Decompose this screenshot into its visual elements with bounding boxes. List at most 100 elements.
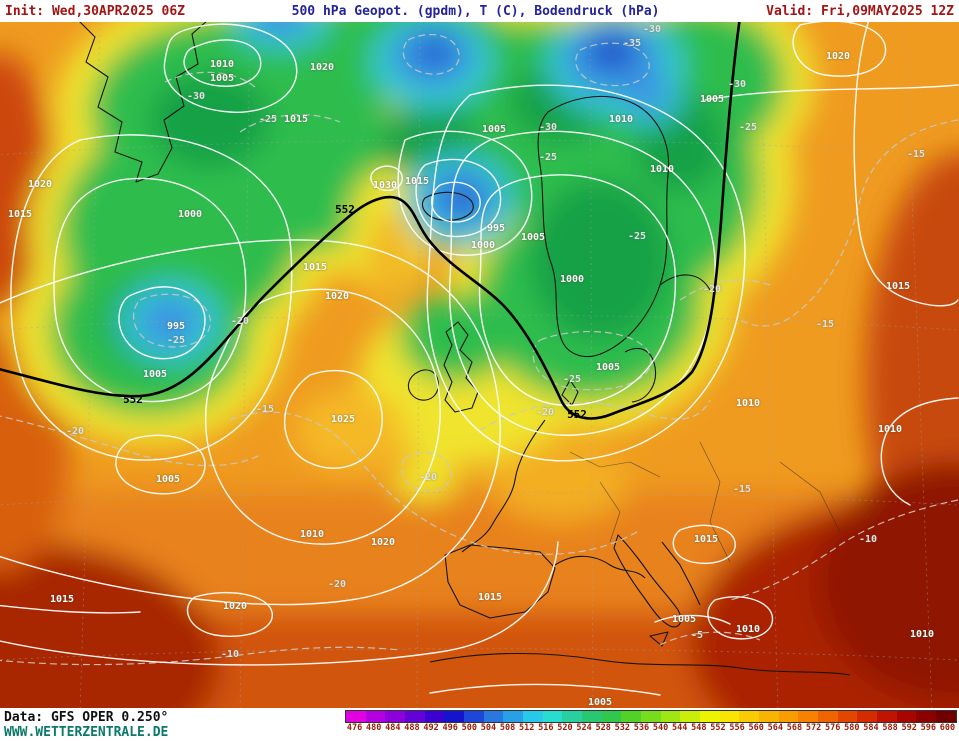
colorbar-segment — [857, 711, 878, 722]
temperature-label: -20 — [535, 407, 555, 418]
pressure-label: 1015 — [477, 592, 503, 603]
weather-map-canvas — [0, 22, 959, 708]
colorbar-tick: 580 — [844, 723, 860, 733]
pressure-label: 1015 — [404, 176, 430, 187]
colorbar-tick: 600 — [939, 723, 956, 733]
colorbar-tick: 508 — [499, 723, 516, 733]
colorbar-tick: 520 — [557, 723, 573, 733]
colorbar-segment — [621, 711, 642, 722]
pressure-label: 1010 — [909, 629, 935, 640]
temperature-label: -25 — [738, 122, 758, 133]
temperature-label: -20 — [702, 284, 722, 295]
temperature-label: -25 — [538, 152, 558, 163]
source-block: Data: GFS OPER 0.250° WWW.WETTERZENTRALE… — [4, 710, 955, 740]
pressure-label: 1020 — [309, 62, 335, 73]
colorbar-tick: 560 — [748, 723, 764, 733]
pressure-label: 1010 — [735, 398, 761, 409]
pressure-label: 1010 — [735, 624, 761, 635]
temperature-label: -20 — [65, 426, 85, 437]
colorbar-segment — [405, 711, 425, 722]
colorbar-segment — [601, 711, 622, 722]
website-label: WWW.WETTERZENTRALE.DE — [4, 725, 169, 740]
pressure-label: 1015 — [283, 114, 309, 125]
colorbar-tick: 552 — [710, 723, 726, 733]
geopotential-label: 552 — [567, 408, 587, 421]
temperature-label: -20 — [230, 316, 250, 327]
temperature-label: -15 — [815, 319, 835, 330]
pressure-label: 1000 — [177, 209, 203, 220]
colorbar-tick: 496 — [442, 723, 458, 733]
pressure-label: 1000 — [559, 274, 585, 285]
geopotential-colorbar: 476 480 484 488 492 496 500 504 508 512 516 520 524 5… — [345, 710, 957, 734]
colorbar-segment — [523, 711, 543, 722]
colorbar-segment — [444, 711, 465, 722]
pressure-label: 1005 — [595, 362, 621, 373]
pressure-label: 1010 — [649, 164, 675, 175]
temperature-label: -25 — [166, 335, 186, 346]
pressure-label: 1005 — [671, 614, 697, 625]
colorbar-segment — [818, 711, 838, 722]
pressure-label: 1015 — [7, 209, 33, 220]
map-title: 500 hPa Geopot. (gpdm), T (C), Bodendruc… — [291, 3, 660, 19]
pressure-label: 1005 — [481, 124, 507, 135]
colorbar-segment — [798, 711, 819, 722]
geopotential-label: 552 — [335, 203, 355, 216]
pressure-label: 1005 — [142, 369, 168, 380]
colorbar-tick: 512 — [519, 723, 535, 733]
pressure-label: 1020 — [324, 291, 350, 302]
pressure-label: 1000 — [470, 240, 496, 251]
pressure-label: 1015 — [885, 281, 911, 292]
colorbar-tick: 488 — [404, 723, 420, 733]
temperature-label: -20 — [418, 472, 438, 483]
temperature-label: -30 — [538, 122, 558, 133]
pressure-label: 1005 — [699, 94, 725, 105]
temperature-label: -25 — [627, 231, 647, 242]
colorbar-segment — [877, 711, 897, 722]
colorbar-tick: 588 — [882, 723, 898, 733]
colorbar-segment — [680, 711, 701, 722]
colorbar-tick-labels: 476 480 484 488 492 496 500 504 508 512 516 520 524 5… — [345, 723, 957, 734]
pressure-label: 1015 — [302, 262, 328, 273]
pressure-label: 1020 — [370, 537, 396, 548]
pressure-label: 1020 — [825, 51, 851, 62]
pressure-label: 1020 — [222, 601, 248, 612]
pressure-label: 1020 — [27, 179, 53, 190]
colorbar-segment — [464, 711, 484, 722]
colorbar-tick: 480 — [366, 723, 382, 733]
colorbar-segment — [346, 711, 366, 722]
pressure-contours — [0, 22, 959, 696]
temperature-label: -25 — [562, 374, 582, 385]
colorbar-tick: 592 — [901, 723, 917, 733]
colorbar-tick: 548 — [691, 723, 707, 733]
colorbar-segment — [896, 711, 917, 722]
colorbar-segment — [542, 711, 563, 722]
colorbar-segment — [483, 711, 504, 722]
temperature-label: -15 — [906, 149, 926, 160]
pressure-label: 1005 — [155, 474, 181, 485]
colorbar-tick: 516 — [538, 723, 554, 733]
colorbar-tick: 564 — [767, 723, 783, 733]
colorbar-gradient — [345, 710, 957, 723]
temperature-label: -30 — [186, 91, 206, 102]
graticule — [0, 22, 959, 708]
colorbar-tick: 492 — [423, 723, 439, 733]
colorbar-segment — [424, 711, 445, 722]
weather-map: 1010 1005 1015 1020 1020 1005 1010 1005 1020 1015… — [0, 22, 959, 708]
pressure-label: 1010 — [209, 59, 235, 70]
colorbar-segment — [562, 711, 583, 722]
colorbar-tick: 484 — [385, 723, 401, 733]
colorbar-segment — [759, 711, 779, 722]
init-time-label: Init: Wed,30APR2025 06Z — [5, 3, 186, 19]
colorbar-tick: 536 — [633, 723, 650, 733]
pressure-label: 1010 — [608, 114, 634, 125]
colorbar-tick: 500 — [461, 723, 477, 733]
temperature-label: -15 — [732, 484, 752, 495]
pressure-label: 1030 — [372, 180, 398, 191]
colorbar-tick: 596 — [920, 723, 936, 733]
coastlines — [79, 22, 851, 676]
temperature-label: -35 — [622, 38, 642, 49]
colorbar-tick: 504 — [480, 723, 497, 733]
pressure-label: 1005 — [587, 697, 613, 708]
colorbar-tick: 540 — [652, 723, 669, 733]
